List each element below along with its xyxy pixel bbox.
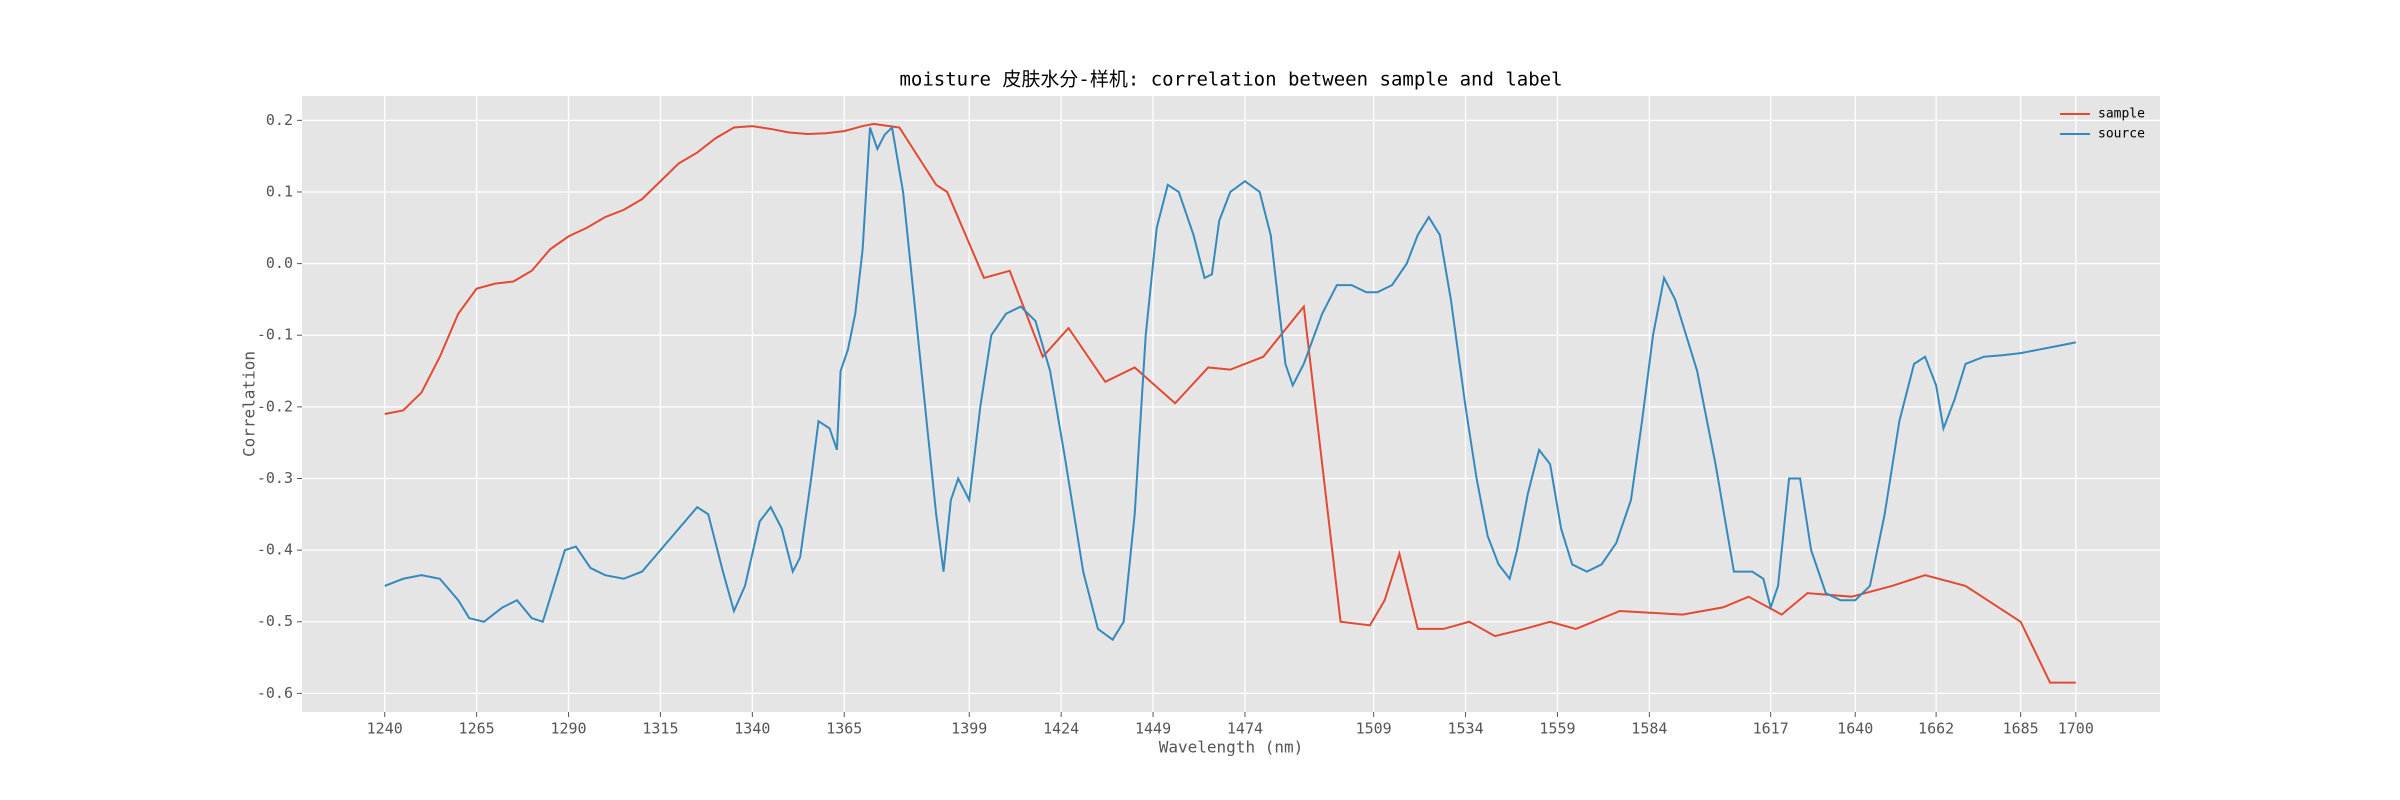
series-line <box>384 122 2076 684</box>
y-tick-label: -0.2 <box>257 397 293 415</box>
x-tick-label: 1685 <box>2003 720 2039 738</box>
x-tick-label: 1534 <box>1447 720 1483 738</box>
series-line <box>384 125 2077 642</box>
x-tick-label: 1584 <box>1631 720 1667 738</box>
x-tick-label: 1617 <box>1753 720 1789 738</box>
y-tick-label: -0.5 <box>257 612 293 630</box>
x-tick-label: 1449 <box>1135 720 1171 738</box>
x-tick-label: 1265 <box>459 720 495 738</box>
x-tick-label: 1340 <box>734 720 770 738</box>
x-tick-label: 1399 <box>951 720 987 738</box>
y-tick-label: -0.6 <box>257 684 293 702</box>
x-tick-label: 1700 <box>2058 720 2094 738</box>
x-tick-label: 1662 <box>1918 720 1954 738</box>
legend-label: sample <box>2098 107 2145 122</box>
y-tick-label: 0.1 <box>266 182 293 200</box>
x-tick-label: 1424 <box>1043 720 1079 738</box>
x-tick-label: 1290 <box>550 720 586 738</box>
y-tick-label: 0.2 <box>266 111 293 129</box>
x-tick-label: 1240 <box>367 720 403 738</box>
x-tick-label: 1474 <box>1227 720 1263 738</box>
x-tick-label: 1559 <box>1539 720 1575 738</box>
y-tick-label: 0.0 <box>266 254 293 272</box>
x-tick-label: 1315 <box>642 720 678 738</box>
x-tick-label: 1365 <box>826 720 862 738</box>
plot-area <box>302 96 2160 712</box>
x-axis-label: Wavelength (nm) <box>1159 738 1304 757</box>
x-tick-label: 1509 <box>1356 720 1392 738</box>
chart-title: moisture 皮肤水分-样机: correlation between sa… <box>899 69 1562 91</box>
y-tick-label: -0.3 <box>257 469 293 487</box>
legend-label: source <box>2098 127 2145 142</box>
y-tick-label: -0.4 <box>257 541 293 559</box>
x-tick-label: 1640 <box>1837 720 1873 738</box>
y-axis-label: Correlation <box>240 351 259 457</box>
y-tick-label: -0.1 <box>257 326 293 344</box>
